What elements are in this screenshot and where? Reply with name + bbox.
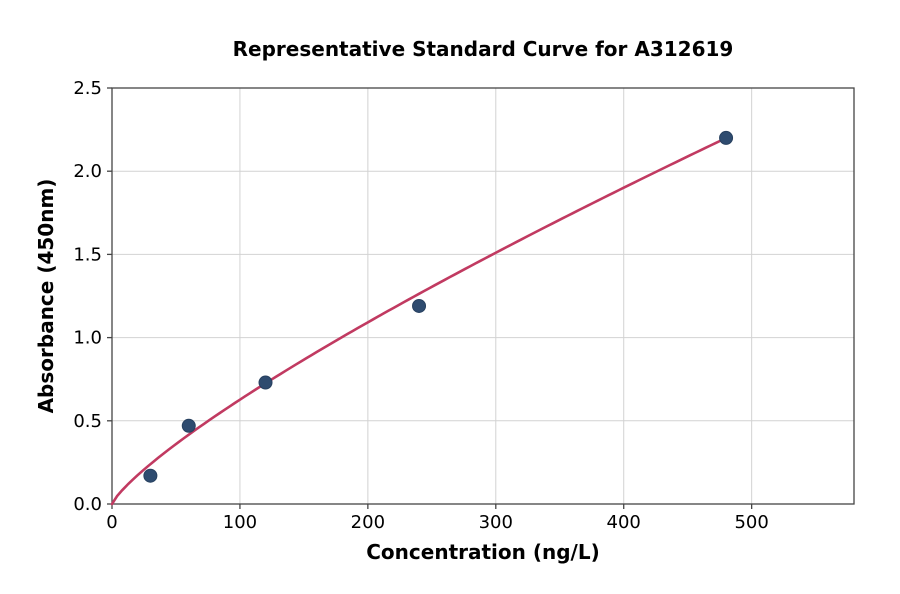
plot-box bbox=[111, 87, 855, 505]
x-tick-label: 100 bbox=[223, 512, 257, 533]
data-point bbox=[181, 418, 196, 433]
x-tick-label: 500 bbox=[734, 512, 768, 533]
chart-title: Representative Standard Curve for A31261… bbox=[232, 37, 734, 61]
y-tick-label: 1.0 bbox=[73, 328, 102, 349]
y-tick-label: 2.0 bbox=[73, 161, 102, 182]
x-tick-label: 200 bbox=[351, 512, 385, 533]
data-point bbox=[412, 298, 427, 313]
x-axis-label: Concentration (ng/L) bbox=[366, 540, 600, 564]
data-point bbox=[143, 468, 158, 483]
x-tick-label: 400 bbox=[607, 512, 641, 533]
data-point bbox=[258, 375, 273, 390]
y-tick-label: 1.5 bbox=[73, 244, 102, 265]
data-point bbox=[719, 130, 734, 145]
x-tick-label: 0 bbox=[106, 512, 117, 533]
x-tick-label: 300 bbox=[479, 512, 513, 533]
y-tick-label: 0.0 bbox=[73, 494, 102, 515]
y-tick-label: 0.5 bbox=[73, 411, 102, 432]
y-tick-label: 2.5 bbox=[73, 78, 102, 99]
fit-curve bbox=[110, 136, 728, 506]
